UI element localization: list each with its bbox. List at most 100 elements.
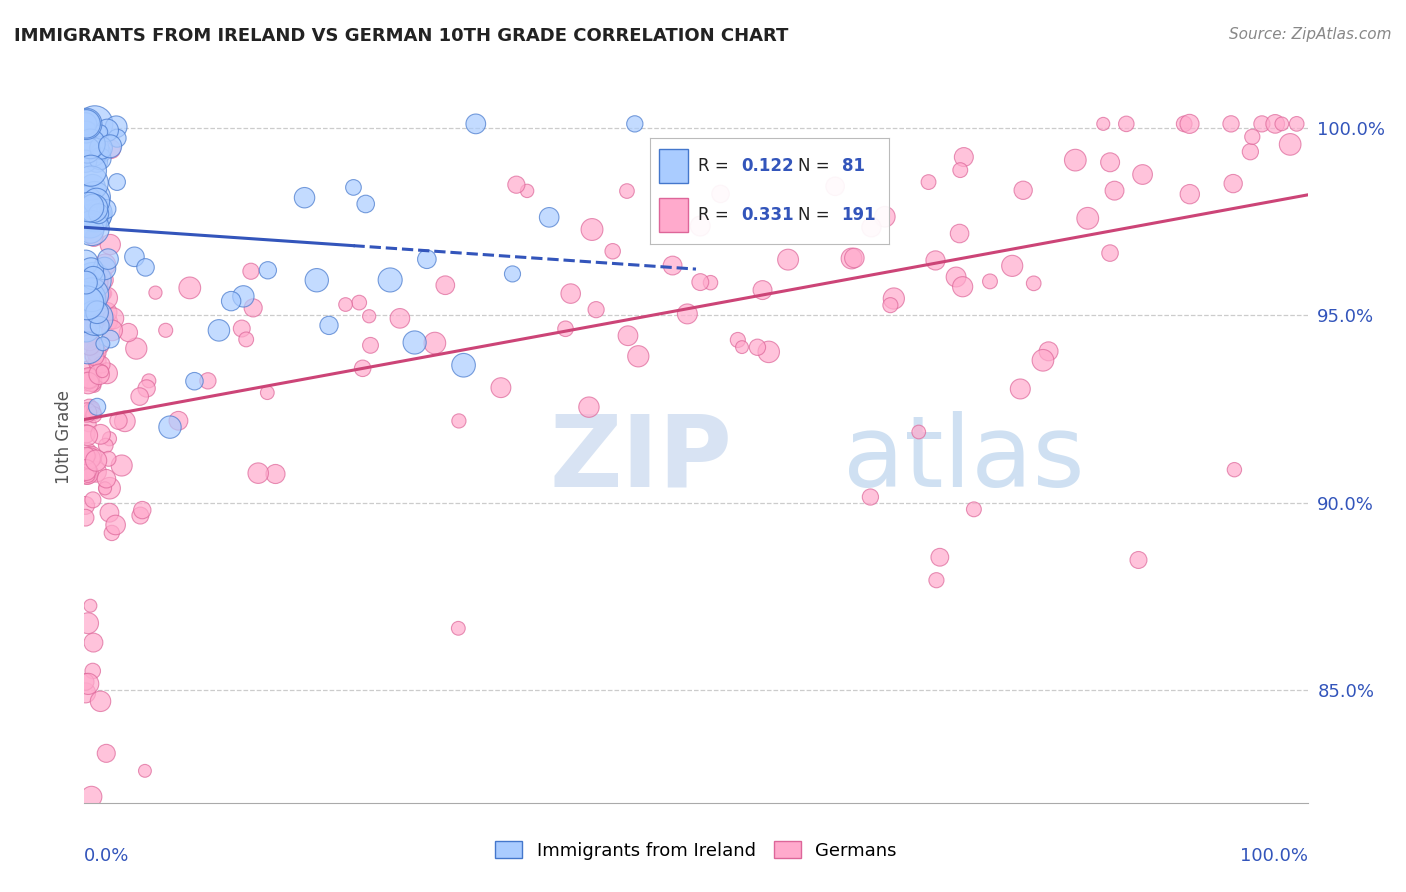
Point: [75, 686, 97, 700]
Point: [134, 764, 156, 778]
Point: [1038, 344, 1060, 359]
Point: [77, 200, 100, 214]
Point: [76, 295, 98, 310]
Point: [689, 275, 711, 289]
Point: [1223, 463, 1246, 477]
Point: [75, 463, 97, 477]
Point: [86, 194, 108, 209]
Point: [423, 336, 446, 351]
Point: [79, 371, 101, 385]
Point: [979, 274, 1001, 288]
Point: [114, 414, 136, 428]
Point: [87, 211, 110, 225]
Point: [388, 311, 411, 326]
Point: [602, 244, 624, 259]
Point: [1077, 211, 1099, 226]
Point: [75, 276, 97, 290]
Text: 100.0%: 100.0%: [1240, 847, 1308, 864]
Point: [1128, 553, 1150, 567]
Point: [925, 573, 948, 587]
Point: [101, 323, 124, 337]
Point: [75, 321, 97, 335]
Point: [82, 492, 104, 507]
FancyBboxPatch shape: [659, 149, 688, 183]
Point: [879, 298, 901, 312]
Point: [624, 117, 647, 131]
Text: Source: ZipAtlas.com: Source: ZipAtlas.com: [1229, 27, 1392, 42]
Point: [90, 125, 112, 139]
Point: [751, 283, 773, 297]
Point: [91, 336, 114, 351]
Point: [335, 297, 357, 311]
Point: [83, 206, 105, 220]
Point: [96, 366, 118, 380]
Point: [80, 450, 103, 464]
Point: [93, 261, 115, 276]
Point: [96, 202, 118, 216]
Point: [96, 747, 118, 761]
Point: [96, 305, 118, 319]
Point: [464, 117, 486, 131]
Point: [232, 289, 254, 303]
Point: [948, 227, 970, 241]
Point: [627, 349, 650, 363]
Point: [98, 432, 121, 446]
Point: [82, 273, 104, 287]
Point: [128, 390, 150, 404]
Point: [179, 281, 201, 295]
Point: [77, 376, 100, 390]
Point: [1279, 137, 1302, 152]
Point: [79, 142, 101, 156]
Point: [1222, 177, 1244, 191]
Point: [257, 263, 280, 277]
Legend: Immigrants from Ireland, Germans: Immigrants from Ireland, Germans: [488, 834, 904, 867]
Point: [1285, 117, 1308, 131]
Point: [1178, 117, 1201, 131]
Point: [924, 253, 946, 268]
Point: [80, 405, 103, 419]
Point: [105, 120, 128, 134]
Point: [1178, 187, 1201, 202]
Point: [82, 180, 104, 194]
Point: [183, 374, 205, 388]
Text: 0.331: 0.331: [741, 205, 793, 224]
Point: [585, 302, 607, 317]
Point: [75, 446, 97, 460]
Point: [97, 315, 120, 329]
Point: [239, 264, 262, 278]
Point: [167, 414, 190, 428]
Point: [963, 502, 986, 516]
Point: [125, 342, 148, 356]
Point: [83, 314, 105, 328]
Point: [208, 323, 231, 337]
Text: 81: 81: [842, 157, 865, 175]
Point: [727, 333, 749, 347]
Text: 0.0%: 0.0%: [84, 847, 129, 864]
Point: [79, 334, 101, 348]
Text: 191: 191: [842, 205, 876, 224]
Point: [75, 117, 97, 131]
Point: [1099, 155, 1122, 169]
Point: [318, 318, 340, 333]
Point: [75, 674, 97, 689]
Point: [747, 340, 769, 354]
Point: [79, 338, 101, 352]
Point: [76, 467, 98, 481]
Point: [953, 150, 976, 164]
Point: [75, 290, 97, 304]
Point: [97, 451, 120, 466]
Point: [87, 269, 110, 284]
Point: [96, 123, 118, 137]
Point: [90, 145, 112, 160]
Point: [560, 286, 582, 301]
Point: [86, 305, 108, 319]
Point: [129, 508, 152, 523]
Point: [76, 428, 98, 442]
Point: [505, 178, 527, 192]
Point: [907, 425, 929, 439]
Text: IMMIGRANTS FROM IRELAND VS GERMAN 10TH GRADE CORRELATION CHART: IMMIGRANTS FROM IRELAND VS GERMAN 10TH G…: [14, 27, 789, 45]
Point: [89, 318, 111, 333]
Point: [1241, 129, 1264, 144]
Point: [117, 326, 139, 340]
Point: [96, 472, 118, 486]
